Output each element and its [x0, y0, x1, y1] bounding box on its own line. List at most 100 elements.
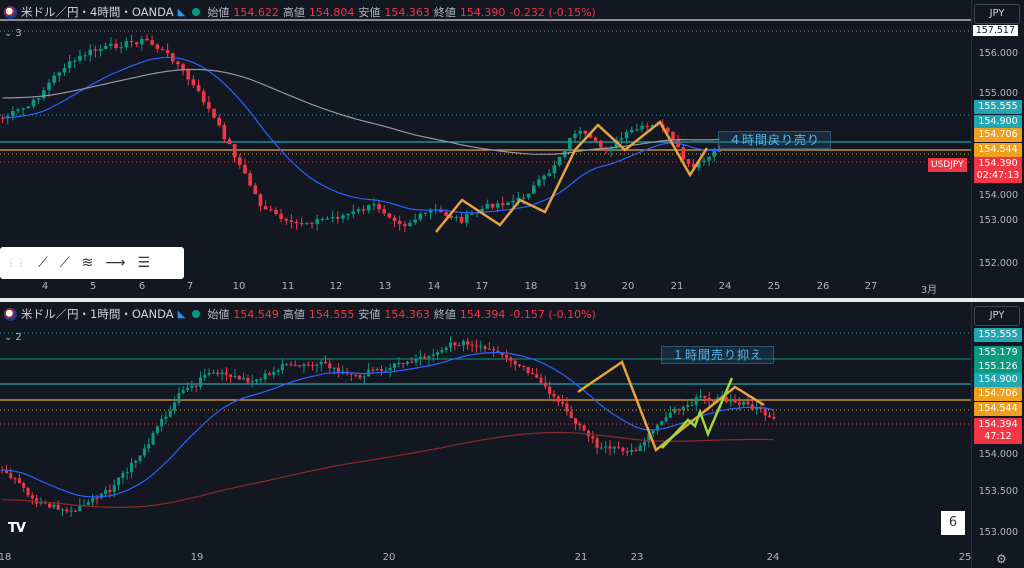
- candle: [98, 49, 103, 51]
- candle: [565, 403, 569, 412]
- candle: [763, 409, 767, 416]
- price-axis-4h[interactable]: JPY 157.517 156.000 155.000 154.000 153.000 1…: [971, 0, 1024, 298]
- chart-pane-1h[interactable]: 米ドル／円・1時間・OANDA ◣ 始値 154.549 高値 154.555 安値…: [0, 302, 1024, 568]
- candle: [537, 179, 541, 186]
- chart-pane-4h[interactable]: 米ドル／円・4時間・OANDA ◣ 始値 154.622 高値 154.804 安値…: [0, 0, 1024, 298]
- zigzag-drawing[interactable]: [577, 360, 765, 453]
- candle: [712, 150, 717, 157]
- candle: [165, 50, 170, 54]
- candle: [427, 355, 431, 359]
- close-label: 終値: [433, 6, 456, 19]
- candle: [444, 212, 448, 216]
- candlestick-chart-4h[interactable]: [0, 0, 972, 298]
- candle: [117, 477, 121, 485]
- currency-select[interactable]: JPY: [974, 306, 1020, 326]
- candle: [201, 91, 206, 103]
- candle: [746, 401, 750, 405]
- price-badge: 154.394: [974, 418, 1022, 432]
- candle: [36, 98, 41, 100]
- candle: [104, 490, 108, 494]
- candle: [668, 412, 672, 418]
- open-label: 始値: [207, 6, 230, 19]
- candle: [302, 364, 306, 367]
- candle: [129, 462, 133, 473]
- candle: [380, 368, 384, 371]
- horizontal-ray-icon[interactable]: ⟶: [105, 255, 126, 271]
- price-axis-1h[interactable]: JPY 154.000 153.500 153.000 155.555 155.179…: [971, 302, 1024, 568]
- candle: [621, 447, 625, 452]
- time-tick: 5: [89, 281, 97, 292]
- settings-gear-icon[interactable]: ⚙: [996, 552, 1007, 566]
- candle: [299, 223, 304, 225]
- price-badge: 154.544: [974, 143, 1022, 157]
- indicator-toggle[interactable]: ⌄ 3: [4, 28, 22, 39]
- candle: [729, 399, 733, 402]
- candle: [298, 365, 302, 367]
- candle: [168, 410, 172, 417]
- candle: [39, 502, 43, 504]
- trend-line-icon[interactable]: ⟋: [38, 255, 48, 271]
- candle: [250, 381, 254, 383]
- candle: [405, 361, 409, 364]
- annotation-4h[interactable]: ４時間戻り売り: [718, 131, 832, 149]
- low-label: 安値: [358, 6, 381, 19]
- price-badge: 154.706: [974, 387, 1022, 401]
- candle: [335, 217, 340, 219]
- moving-average-line[interactable]: [2, 68, 720, 155]
- candle: [232, 144, 237, 158]
- candle: [496, 350, 500, 353]
- candle: [625, 451, 629, 453]
- symbol-legend-1h[interactable]: 米ドル／円・1時間・OANDA ◣ 始値 154.549 高値 154.555 安値…: [4, 306, 596, 322]
- zigzag-drawing[interactable]: [661, 377, 734, 449]
- time-axis-4h[interactable]: 4 5 6 7 10 11 12 13 14 17 18 19 20 21 24 25 26 27 3月: [0, 281, 972, 297]
- chevron-down-icon: ⌄: [4, 28, 13, 39]
- candle: [392, 363, 396, 368]
- moving-average-line[interactable]: [2, 351, 774, 498]
- candle: [638, 445, 642, 452]
- high-value: 154.555: [308, 307, 355, 321]
- candle: [505, 355, 509, 358]
- candle: [413, 219, 417, 223]
- candle: [119, 47, 123, 49]
- price-badge: 154.390: [974, 157, 1022, 171]
- candle: [78, 55, 82, 61]
- candle: [320, 218, 325, 220]
- symbol-legend-4h[interactable]: 米ドル／円・4時間・OANDA ◣ 始値 154.622 高値 154.804 安値…: [4, 4, 596, 20]
- candle: [535, 374, 539, 378]
- candle: [401, 362, 405, 364]
- moving-average-line[interactable]: [2, 56, 720, 214]
- candle: [418, 356, 422, 360]
- candle: [176, 61, 180, 65]
- lightning-icon: ◣: [177, 6, 186, 18]
- candle: [351, 211, 356, 215]
- annotation-1h[interactable]: １時間売り抑え: [661, 346, 775, 364]
- price-badge: 155.555: [974, 328, 1022, 342]
- pane-separator[interactable]: [0, 298, 1024, 302]
- zigzag-drawing[interactable]: [435, 120, 709, 233]
- candle: [699, 395, 703, 398]
- candlestick-chart-1h[interactable]: [0, 302, 972, 568]
- time-tick: 24: [718, 281, 732, 292]
- candle: [268, 209, 273, 211]
- candle: [279, 213, 283, 219]
- candle: [315, 219, 319, 224]
- candle: [222, 125, 227, 140]
- drag-handle[interactable]: ⋮⋮: [6, 257, 26, 269]
- symbol-title[interactable]: 米ドル／円・4時間・OANDA: [21, 5, 174, 19]
- candle: [453, 342, 457, 346]
- candle: [608, 446, 612, 449]
- symbol-title[interactable]: 米ドル／円・1時間・OANDA: [21, 307, 174, 321]
- candle: [483, 346, 487, 349]
- parallel-lines-icon[interactable]: ☰: [137, 255, 150, 271]
- candle: [617, 446, 621, 448]
- candle: [289, 364, 293, 366]
- moving-average-line[interactable]: [2, 431, 774, 508]
- ray-icon[interactable]: ⟋: [59, 255, 70, 271]
- pitchfork-icon[interactable]: ≋: [81, 255, 94, 271]
- time-axis-1h[interactable]: 18 19 20 21 23 24 25: [0, 552, 972, 568]
- indicator-toggle[interactable]: ⌄ 2: [4, 332, 22, 343]
- low-value: 154.363: [384, 5, 430, 19]
- tradingview-logo-icon[interactable]: TV: [8, 521, 26, 536]
- currency-select[interactable]: JPY: [974, 4, 1020, 24]
- candle: [686, 159, 691, 164]
